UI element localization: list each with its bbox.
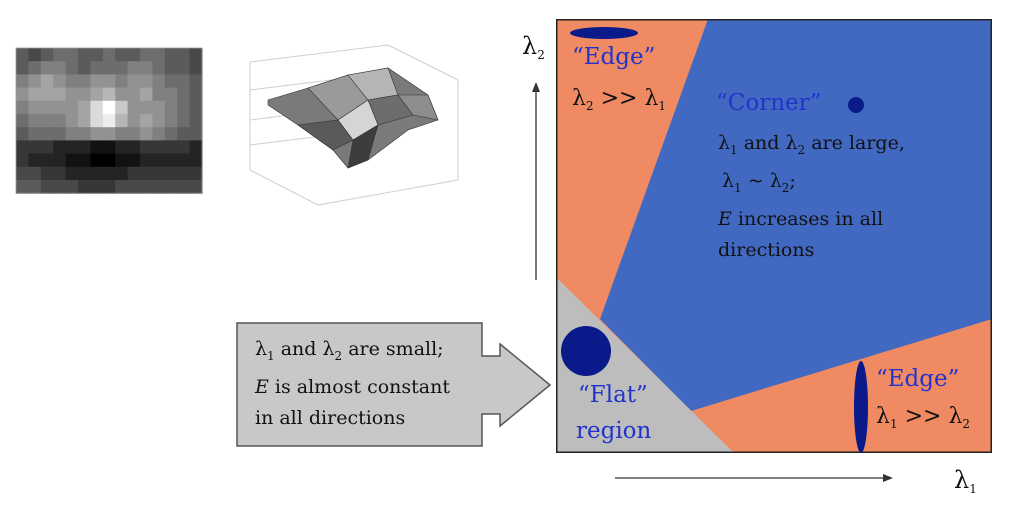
x-axis-label: λ1 [954,466,977,496]
flat-title: “Flat” [578,382,648,408]
corner-title: “Corner” [716,90,822,116]
flat-circle [561,326,611,376]
edge-bottom-condition: λ1 >> λ2 [876,404,971,431]
flat-region [556,277,734,453]
corner-region [600,19,992,411]
callout-text: λ1 and λ2 are small; E is almost constan… [255,338,450,429]
edge-bottom-ellipse [854,361,868,453]
surface-plot-thumbnail [238,40,463,215]
callout-arrow [236,322,552,447]
edge-bottom-title: “Edge” [876,366,960,392]
grayscale-patch-thumbnail [8,46,208,204]
x-axis-arrow [615,474,893,482]
y-axis-arrow [532,82,540,280]
flat-title-line2: region [576,418,652,444]
edge-top-ellipse [570,27,638,39]
edge-top-condition: λ2 >> λ1 [572,86,667,113]
corner-dot [848,97,864,113]
edge-top-title: “Edge” [572,44,656,70]
eigenvalue-classification-diagram [554,17,994,455]
corner-description: λ1 and λ2 are large, λ1 ~ λ2; E increase… [718,132,905,261]
region-plot [554,17,994,455]
grayscale-patch-icon [15,47,203,194]
y-axis-label: λ2 [522,32,545,62]
3d-surface-plot-icon [249,44,459,206]
